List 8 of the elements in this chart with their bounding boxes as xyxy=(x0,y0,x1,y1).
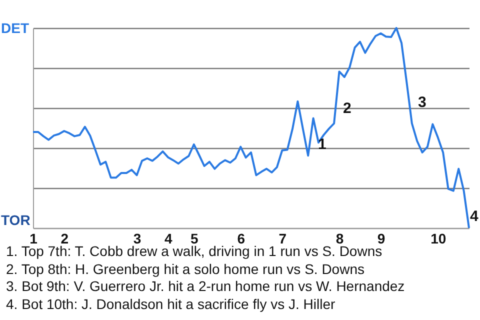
text: TOR xyxy=(1,212,30,228)
text: 4 xyxy=(470,208,478,225)
annotation: 3 xyxy=(418,94,426,111)
text: DET xyxy=(1,20,29,36)
text: 3. Bot 9th: V. Guerrero Jr. hit a 2-run home run vs W. Hernandez xyxy=(6,278,405,296)
text: 4. Bot 10th: J. Donaldson hit a sacrifice fly vs J. Hiller xyxy=(6,296,336,313)
x-tick-label: 10 xyxy=(430,230,446,246)
text: 2. Top 8th: H. Greenberg hit a solo home run vs S. Downs xyxy=(6,260,366,278)
